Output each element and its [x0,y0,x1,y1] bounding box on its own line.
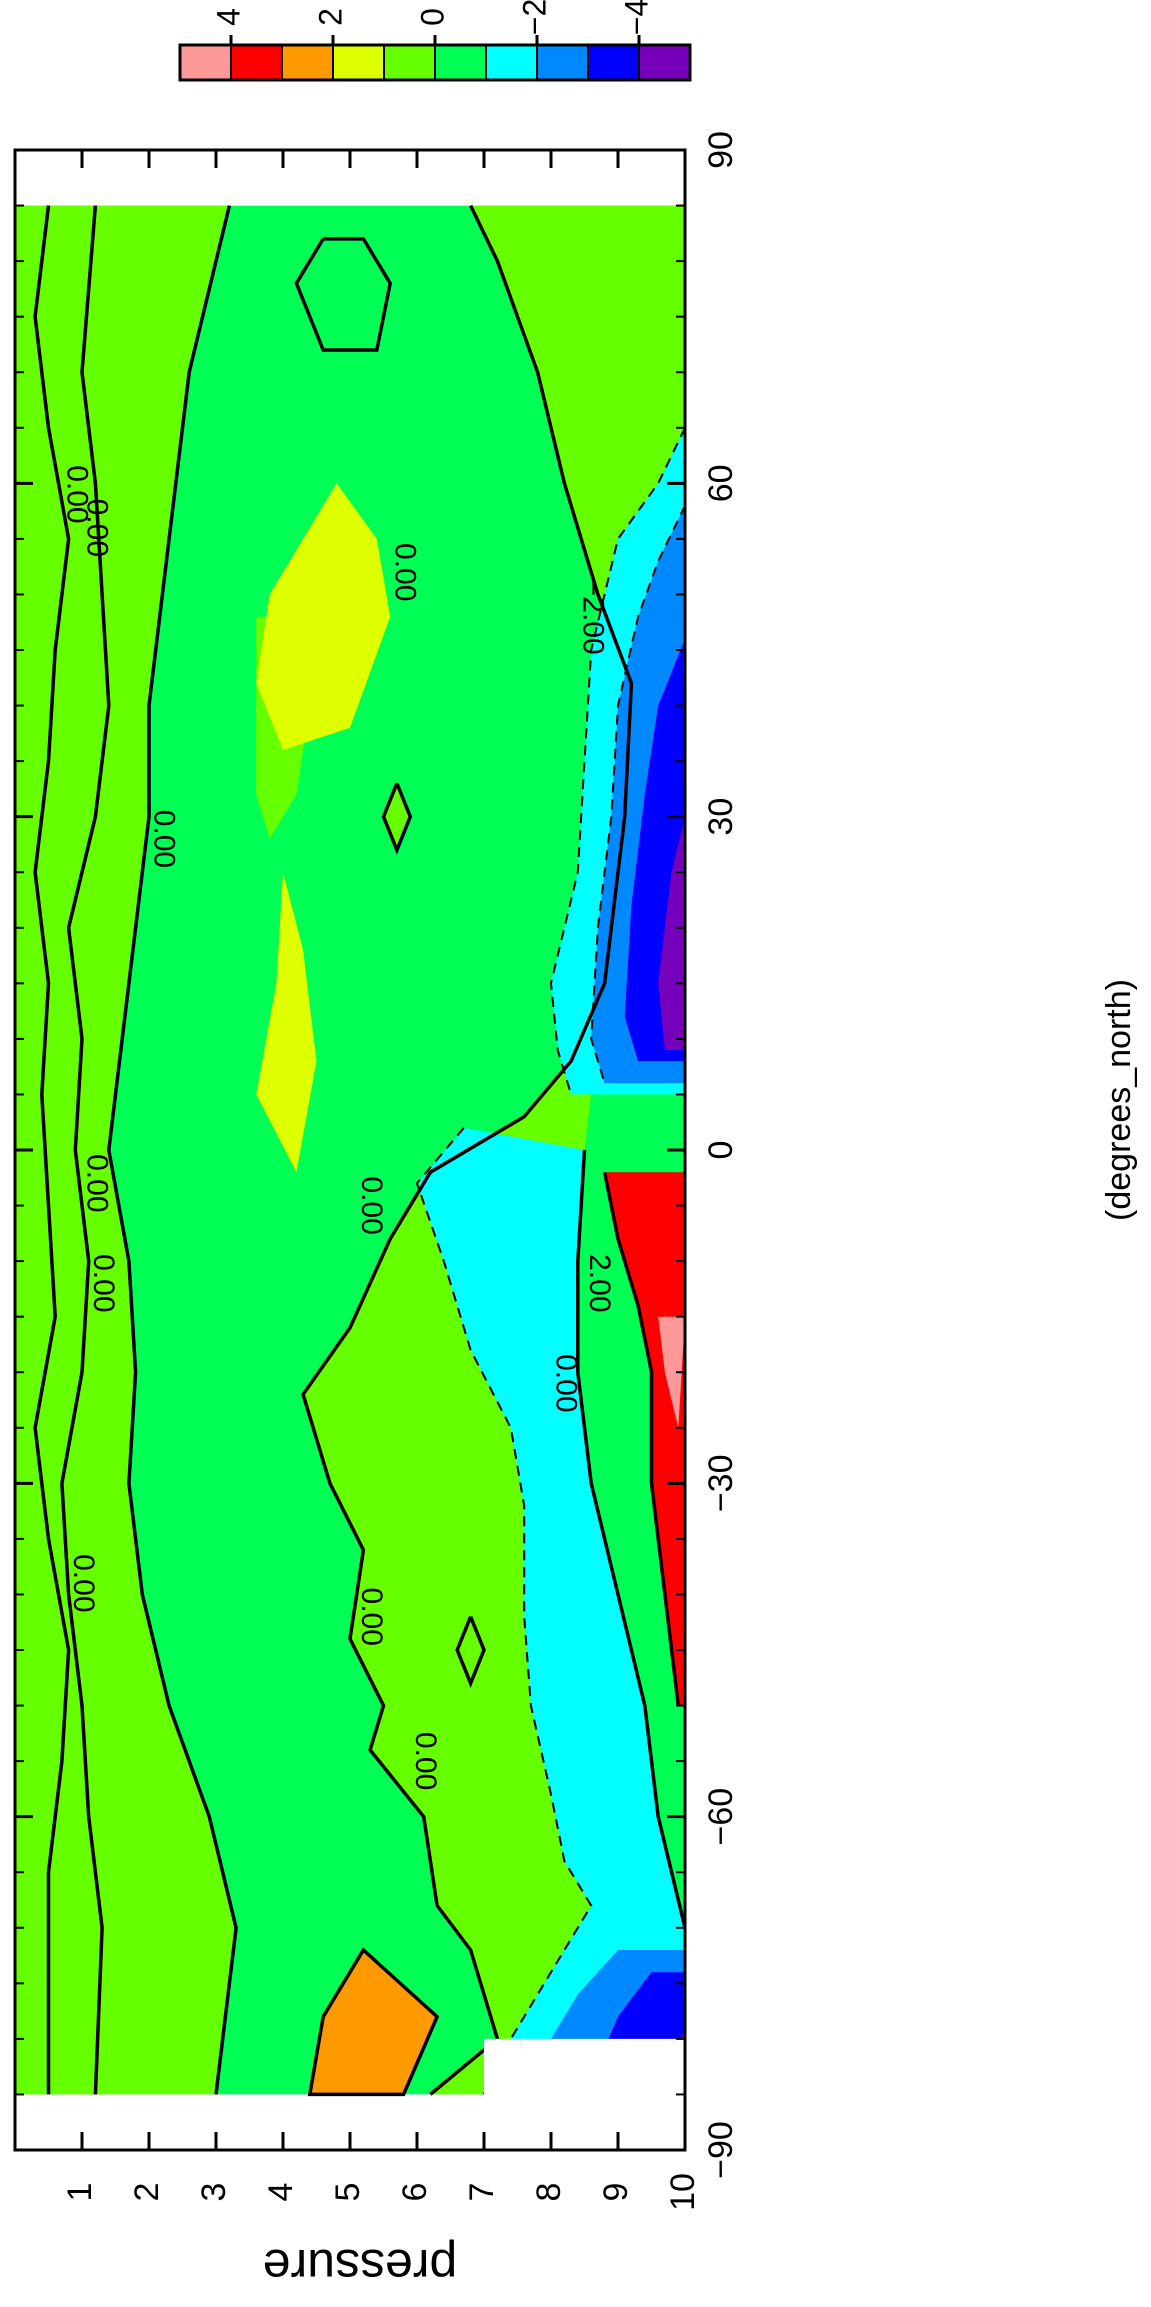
colorbar-tick-label: −2 [516,0,552,35]
contour-line [60,205,111,2095]
contour-label: 0.00 [389,543,422,601]
contour-label: 0.00 [355,1588,388,1646]
contour-line [33,205,71,2095]
y-tick-label: 3 [195,2183,233,2202]
colorbar-tick-label: 2 [312,8,348,26]
contour-labels: 0.000.000.000.000.00 0.000.002.000.000.00… [60,465,616,1790]
contour-line [455,1616,486,1688]
contour-line [576,1149,685,1929]
colorbar-swatch [638,44,691,81]
y-tick-label: 7 [463,2183,501,2202]
region-plus-3-to-2-b [256,872,317,1173]
colorbar-swatch [281,44,334,81]
plot-area: 0.000.000.000.000.00 0.000.002.000.000.00… [13,131,740,2211]
y-tick-label: 2 [128,2183,166,2202]
y-tick-label: 8 [530,2183,568,2202]
contour-label: 0.00 [80,1154,113,1212]
contour-line [381,782,413,855]
y-axis-label: pressure [263,2239,458,2295]
contour-label: 0.00 [87,1254,120,1312]
colorbar-swatch [485,44,538,81]
x-axis: −90 −60 −30 0 30 60 90 [15,131,740,2179]
contour-label: 0.00 [147,810,180,868]
contour-line [294,237,393,352]
contour-label: −2.00 [576,579,609,655]
colorbar-swatch [587,44,640,81]
contour-label: 0.00 [60,465,93,523]
x-tick-label: 90 [702,131,740,169]
region-plus-5-to-4 [604,1172,685,1706]
colorbar-swatch [230,44,283,81]
contour-line [549,427,685,1095]
contour-label: 0.00 [80,499,113,557]
contour-label: 0.00 [355,1176,388,1234]
colorbar-swatch [179,44,232,81]
x-tick-label: 30 [702,798,740,836]
region-minus-3-to-4-a [658,816,685,1050]
colorbar-swatch [536,44,589,81]
contour-label: 0.00 [67,1554,100,1612]
colorbar-swatch [332,44,385,81]
contour-label: 0.00 [549,1354,582,1412]
colorbar-tick-label: 0 [414,8,450,26]
x-tick-label: −60 [702,1788,740,1846]
x-tick-label: 60 [702,464,740,502]
colorbar: 4 2 0 −2 −4 [178,0,692,82]
y-tick-label: 6 [396,2183,434,2202]
y-tick-label: 4 [262,2183,300,2202]
colorbar-tick-label: 4 [210,8,246,26]
region-plus-3-to-2-a [256,483,391,750]
colorbar-tick-label: −4 [618,0,654,35]
contour-line [590,505,685,1084]
contour-line [301,204,634,2096]
y-tick-label: 10 [664,2173,702,2211]
contour-lines [33,204,685,2097]
y-tick-label: 1 [61,2183,99,2202]
x-axis-label: (degrees_north) [1100,979,1138,1221]
missing-data-area [484,2038,685,2150]
x-tick-label: −90 [702,2121,740,2179]
contour-line [415,1127,593,2095]
y-tick-label: 9 [597,2183,635,2202]
colorbar-swatch [434,44,487,81]
contour-line [107,205,238,2095]
contour-label: 2.00 [583,1254,616,1312]
y-axis: 1 2 3 4 5 6 7 8 9 10 [61,150,702,2211]
contour-line [602,1171,681,1706]
region-minus-0-to-1-b [417,1127,685,2095]
x-tick-label: −30 [702,1454,740,1512]
x-tick-label: 0 [702,1141,740,1160]
contour-label: 0.00 [409,1732,442,1790]
region-plus-4-to-3 [309,1950,438,2095]
missing-data-patch [484,2038,685,2150]
colorbar-swatch [383,44,436,81]
contour-line [307,1947,440,2097]
y-tick-label: 5 [329,2183,367,2202]
region-plus-5-peak [658,1316,685,1428]
